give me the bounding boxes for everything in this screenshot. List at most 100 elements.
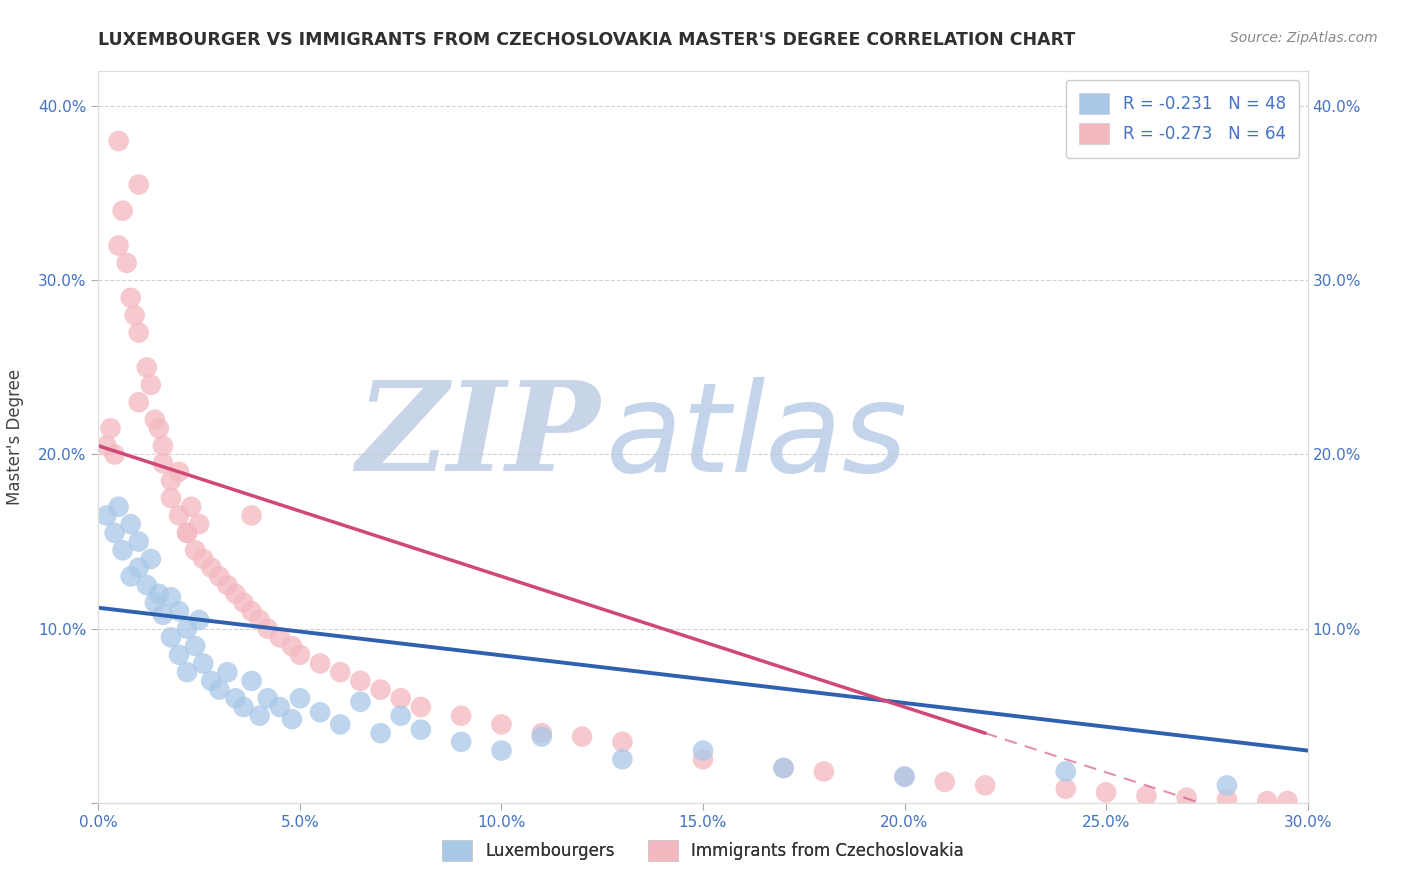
Point [128,560,150,574]
Point [1216,778,1239,792]
Point [240,508,263,523]
Point [188,517,211,532]
Point [309,705,332,719]
Point [409,723,432,737]
Point [160,631,183,645]
Point [152,456,174,470]
Point [208,569,231,583]
Point [934,775,956,789]
Point [772,761,794,775]
Point [96,439,118,453]
Point [160,591,183,605]
Y-axis label: Master's Degree: Master's Degree [6,369,24,505]
Point [269,631,291,645]
Point [152,607,174,622]
Point [370,682,392,697]
Point [288,648,311,662]
Point [167,648,190,662]
Point [349,695,371,709]
Point [143,412,166,426]
Point [974,778,997,792]
Point [217,665,239,680]
Point [188,613,211,627]
Point [193,657,215,671]
Point [152,439,174,453]
Point [111,543,134,558]
Point [100,421,122,435]
Point [612,752,634,766]
Point [184,639,207,653]
Legend: Luxembourgers, Immigrants from Czechoslovakia: Luxembourgers, Immigrants from Czechoslo… [436,833,970,868]
Point [107,134,129,148]
Point [193,552,215,566]
Point [370,726,392,740]
Point [139,377,162,392]
Point [176,525,198,540]
Point [450,708,472,723]
Point [120,569,142,583]
Point [450,735,472,749]
Point [349,673,371,688]
Point [148,421,170,435]
Point [184,543,207,558]
Point [893,770,915,784]
Point [96,508,118,523]
Point [200,673,222,688]
Point [389,691,412,706]
Point [111,203,134,218]
Point [692,752,714,766]
Point [148,587,170,601]
Point [232,595,254,609]
Point [160,474,183,488]
Point [329,665,352,680]
Point [571,730,593,744]
Point [1095,785,1118,799]
Point [167,465,190,479]
Point [128,395,150,409]
Text: LUXEMBOURGER VS IMMIGRANTS FROM CZECHOSLOVAKIA MASTER'S DEGREE CORRELATION CHART: LUXEMBOURGER VS IMMIGRANTS FROM CZECHOSL… [98,31,1076,49]
Point [281,712,304,726]
Point [893,770,915,784]
Point [288,691,311,706]
Point [217,578,239,592]
Point [1256,794,1278,808]
Point [180,500,202,514]
Point [530,730,553,744]
Point [120,517,142,532]
Point [139,552,162,566]
Point [224,691,246,706]
Point [128,178,150,192]
Point [107,500,129,514]
Point [176,665,198,680]
Point [1054,781,1077,796]
Text: atlas: atlas [606,376,908,498]
Point [224,587,246,601]
Point [409,700,432,714]
Point [167,604,190,618]
Point [135,360,157,375]
Text: ZIP: ZIP [357,376,600,498]
Point [135,578,157,592]
Point [176,525,198,540]
Point [167,508,190,523]
Point [309,657,332,671]
Point [491,743,513,757]
Point [200,560,222,574]
Point [1135,789,1157,803]
Point [1277,794,1299,808]
Point [115,256,138,270]
Point [128,326,150,340]
Point [240,673,263,688]
Point [269,700,291,714]
Point [1175,790,1198,805]
Point [1054,764,1077,779]
Point [772,761,794,775]
Point [249,613,271,627]
Text: Source: ZipAtlas.com: Source: ZipAtlas.com [1230,31,1378,45]
Point [176,622,198,636]
Point [143,595,166,609]
Point [281,639,304,653]
Point [249,708,271,723]
Point [530,726,553,740]
Point [103,525,125,540]
